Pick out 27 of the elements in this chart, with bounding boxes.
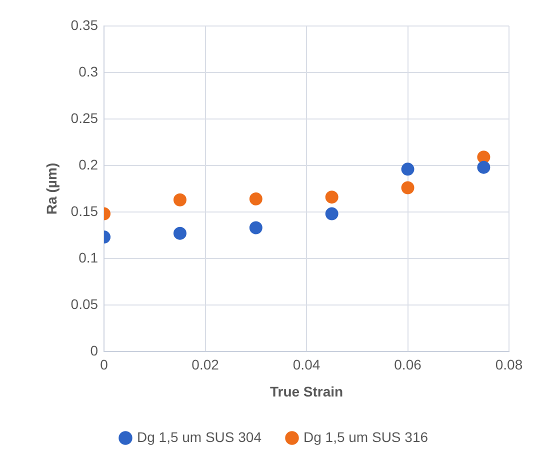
y-axis-title: Ra (µm) — [43, 162, 60, 215]
point — [249, 192, 262, 206]
y-tick-label: 0.15 — [70, 202, 98, 219]
point — [249, 221, 262, 234]
point — [401, 162, 414, 176]
x-tick-label: 0.06 — [394, 356, 422, 373]
point — [325, 190, 338, 204]
point — [477, 150, 490, 164]
x-tick-label: 0.04 — [292, 356, 320, 373]
y-tick-label: 0.1 — [78, 249, 98, 266]
y-tick-label: 0.3 — [78, 63, 98, 80]
y-tick-label: 0.05 — [70, 296, 98, 312]
x-axis-title: True Strain — [270, 383, 344, 400]
point — [401, 181, 414, 194]
legend-label: Dg 1,5 um SUS 304 — [136, 428, 262, 445]
x-tick-label: 0.08 — [495, 356, 523, 373]
point — [173, 193, 186, 206]
point — [477, 160, 490, 174]
y-tick-label: 0.2 — [78, 156, 98, 172]
point — [173, 226, 186, 240]
x-tick-label: 0.02 — [192, 356, 220, 373]
point — [325, 207, 338, 220]
legend-label: Dg 1,5 um SUS 316 — [304, 428, 428, 445]
y-tick-label: 0 — [90, 342, 98, 358]
y-tick-label: 0.25 — [70, 110, 98, 126]
x-tick-label: 0 — [100, 356, 108, 373]
y-tick-label: 0.35 — [70, 16, 98, 33]
